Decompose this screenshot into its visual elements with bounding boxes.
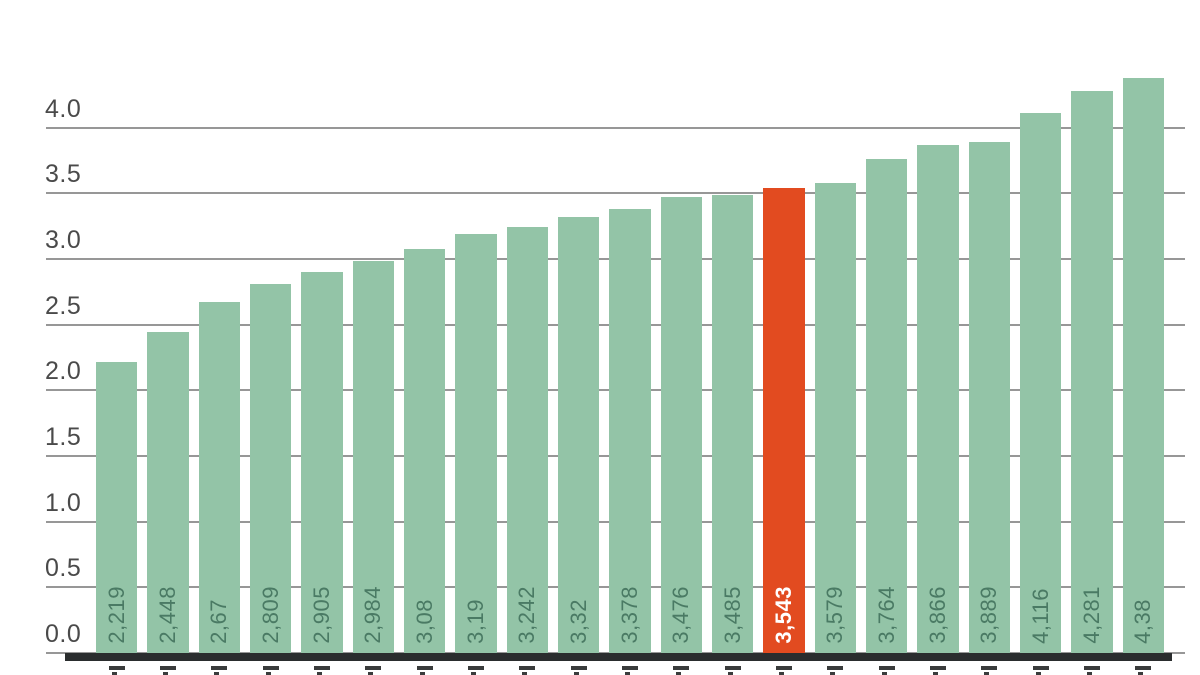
cutoff-x-label-mark [929,666,946,675]
bar-slot-1: 2,219 [96,0,138,675]
bar-value-label: 3,579 [822,586,848,644]
bar-value-label: 2,809 [257,586,283,644]
bar-slot-13: 3,485 [711,0,754,675]
cutoff-x-label-mark [416,666,433,675]
bar-value-label: 4,281 [1078,586,1104,644]
bar: 2,809 [249,284,292,653]
y-tick-label-0.0: 0.0 [45,620,82,648]
cutoff-x-label-mark [1083,666,1100,675]
cutoff-x-label-mark [724,666,741,675]
bar-value-label: 3,764 [873,586,899,644]
bar-value-label: 3,866 [924,586,950,644]
bars-container: 2,219 2,448 2,67 2,809 2,905 2,984 3,08 3,19 3,2… [96,0,1164,675]
cutoff-x-label-mark [519,666,536,675]
bar-slot-3: 2,67 [198,0,240,675]
bar-value-label: 4,38 [1130,599,1156,644]
cutoff-x-label-mark [365,666,382,675]
cutoff-x-label-mark [570,666,587,675]
cutoff-x-label-mark [775,666,792,675]
gridline-4.0 [46,126,1185,129]
bar-slot-20: 4,281 [1071,0,1113,675]
bar-slot-5: 2,905 [301,0,343,675]
bar-slot-21: 4,38 [1122,0,1164,675]
bar: 2,219 [96,362,138,653]
bar-value-label: 3,476 [668,586,694,644]
bar-slot-7: 3,08 [403,0,446,675]
bar-value-label: 3,378 [616,586,642,644]
cutoff-x-label-mark [313,666,330,675]
y-tick-label-2.0: 2.0 [45,357,82,386]
bar-slot-12: 3,476 [660,0,702,675]
bar-value-label: 3,08 [411,599,437,644]
y-tick-label-2.5: 2.5 [45,291,82,320]
bar: 4,281 [1071,91,1113,653]
bar: 3,889 [968,142,1010,653]
bar: 3,485 [711,195,754,653]
y-tick-label-4.0: 4.0 [45,94,82,123]
bar: 2,448 [147,332,189,653]
bar-value-label: 3,19 [462,599,488,644]
bar-value-label: 2,67 [206,599,232,644]
cutoff-x-label-mark [1032,666,1049,675]
y-tick-label-3.5: 3.5 [45,160,82,189]
bar-value-label: 3,889 [976,586,1002,644]
bar-value-label: 2,905 [308,586,334,644]
bar-slot-11: 3,378 [609,0,651,675]
cutoff-x-label-mark [878,666,895,675]
bar-slot-8: 3,19 [455,0,497,675]
cutoff-x-label-mark [108,666,125,675]
bar-highlighted: 3,543 [763,188,805,653]
bar-value-label: 2,984 [360,586,386,644]
bar: 2,905 [301,272,343,653]
bar-slot-18: 3,889 [968,0,1010,675]
bar-value-label: 3,485 [719,586,745,644]
y-tick-label-1.5: 1.5 [45,423,82,452]
bar: 4,38 [1122,78,1164,653]
gridline-3.5 [46,192,1185,195]
bar-slot-4: 2,809 [249,0,292,675]
bar-slot-15: 3,579 [814,0,856,675]
bar: 4,116 [1019,113,1062,653]
bar-slot-10: 3,32 [557,0,600,675]
bar-slot-9: 3,242 [506,0,548,675]
bar: 2,984 [352,261,394,653]
bar-value-label: 3,242 [514,586,540,644]
bar: 3,378 [609,209,651,653]
bar-slot-16: 3,764 [865,0,908,675]
bar-value-label: 3,543 [770,586,796,644]
bar: 2,67 [198,302,240,653]
bar-value-label: 4,116 [1027,588,1053,644]
bar: 3,579 [814,183,856,653]
bar-value-label: 2,448 [154,586,180,644]
bar-slot-17: 3,866 [917,0,959,675]
bar-value-label: 2,219 [103,586,129,644]
cutoff-x-label-mark [981,666,998,675]
cutoff-x-label-mark [262,666,279,675]
cutoff-x-label-mark [211,666,228,675]
bar: 3,08 [403,249,446,653]
cutoff-x-label-mark [159,666,176,675]
y-tick-label-1.0: 1.0 [45,488,82,517]
bar: 3,764 [865,159,908,653]
y-tick-label-0.5: 0.5 [45,554,82,583]
cutoff-x-label-mark [827,666,844,675]
cutoff-x-label-mark [673,666,690,675]
bar: 3,866 [917,145,959,653]
cutoff-x-label-mark [1135,666,1152,675]
cutoff-x-label-mark [621,666,638,675]
bar: 3,476 [660,197,702,653]
y-tick-label-3.0: 3.0 [45,226,82,255]
bar: 3,242 [506,227,548,653]
bar-slot-19: 4,116 [1019,0,1062,675]
bar-slot-14: 3,543 [763,0,805,675]
bar-slot-6: 2,984 [352,0,394,675]
bar: 3,32 [557,217,600,653]
bar-value-label: 3,32 [565,599,591,644]
x-axis-line [65,653,1172,661]
cutoff-x-label-mark [467,666,484,675]
bar-slot-2: 2,448 [147,0,189,675]
bar: 3,19 [455,234,497,653]
